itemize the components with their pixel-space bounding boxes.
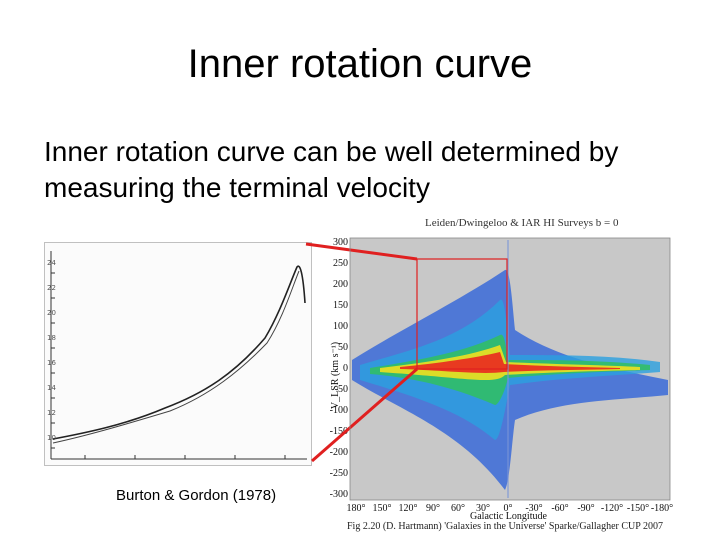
x-tick-label: -60°	[551, 503, 569, 514]
y-tick-label: -100	[329, 405, 348, 416]
y-tick-label: 250	[333, 258, 348, 269]
left-figure-caption: Burton & Gordon (1978)	[116, 487, 277, 504]
x-tick-label: 180°	[346, 503, 366, 514]
svg-text:22: 22	[47, 284, 56, 292]
svg-text:12: 12	[47, 409, 56, 417]
x-tick-label: -150°	[626, 503, 650, 514]
svg-text:14: 14	[47, 384, 56, 392]
svg-text:20: 20	[47, 309, 56, 317]
x-tick-label: -120°	[600, 503, 624, 514]
x-tick-label: -90°	[577, 503, 595, 514]
rotation-curve-drawing: 24 22 20 18 16 14 12 10	[47, 251, 307, 460]
y-tick-label: 150	[333, 300, 348, 311]
x-tick-label: 30°	[476, 503, 490, 514]
highlight-line-top	[305, 242, 418, 261]
highlight-box	[416, 258, 508, 370]
x-tick-label: -30°	[525, 503, 543, 514]
rotation-curve-plot: 24 22 20 18 16 14 12 10	[44, 242, 312, 466]
y-tick-label: 100	[333, 321, 348, 332]
svg-text:24: 24	[47, 259, 56, 267]
y-tick-label: -250	[329, 468, 348, 479]
x-tick-label: 120°	[398, 503, 418, 514]
svg-text:18: 18	[47, 334, 56, 342]
x-tick-label: 150°	[372, 503, 392, 514]
y-tick-label: 50	[338, 342, 348, 353]
svg-text:10: 10	[47, 434, 56, 442]
x-tick-label: -180°	[650, 503, 674, 514]
slide-body-text: Inner rotation curve can be well determi…	[44, 136, 619, 203]
y-tick-label: 300	[333, 237, 348, 248]
y-tick-label: 200	[333, 279, 348, 290]
y-tick-label: -200	[329, 447, 348, 458]
y-tick-label: -300	[329, 489, 348, 500]
y-tick-label: -150	[329, 426, 348, 437]
slide-title: Inner rotation curve	[187, 42, 533, 86]
x-tick-label: 0°	[503, 503, 513, 514]
highlight-line-bottom	[311, 367, 418, 463]
svg-text:16: 16	[47, 359, 56, 367]
x-tick-label: 90°	[426, 503, 440, 514]
figure-credit-caption: Fig 2.20 (D. Hartmann) 'Galaxies in the …	[347, 521, 663, 532]
x-tick-label: 60°	[451, 503, 465, 514]
y-tick-label: 0	[343, 363, 348, 374]
x-axis-label: Galactic Longitude	[470, 511, 547, 522]
y-tick-label: -50	[334, 384, 348, 395]
survey-title: Leiden/Dwingeloo & IAR HI Surveys b = 0	[425, 217, 619, 229]
